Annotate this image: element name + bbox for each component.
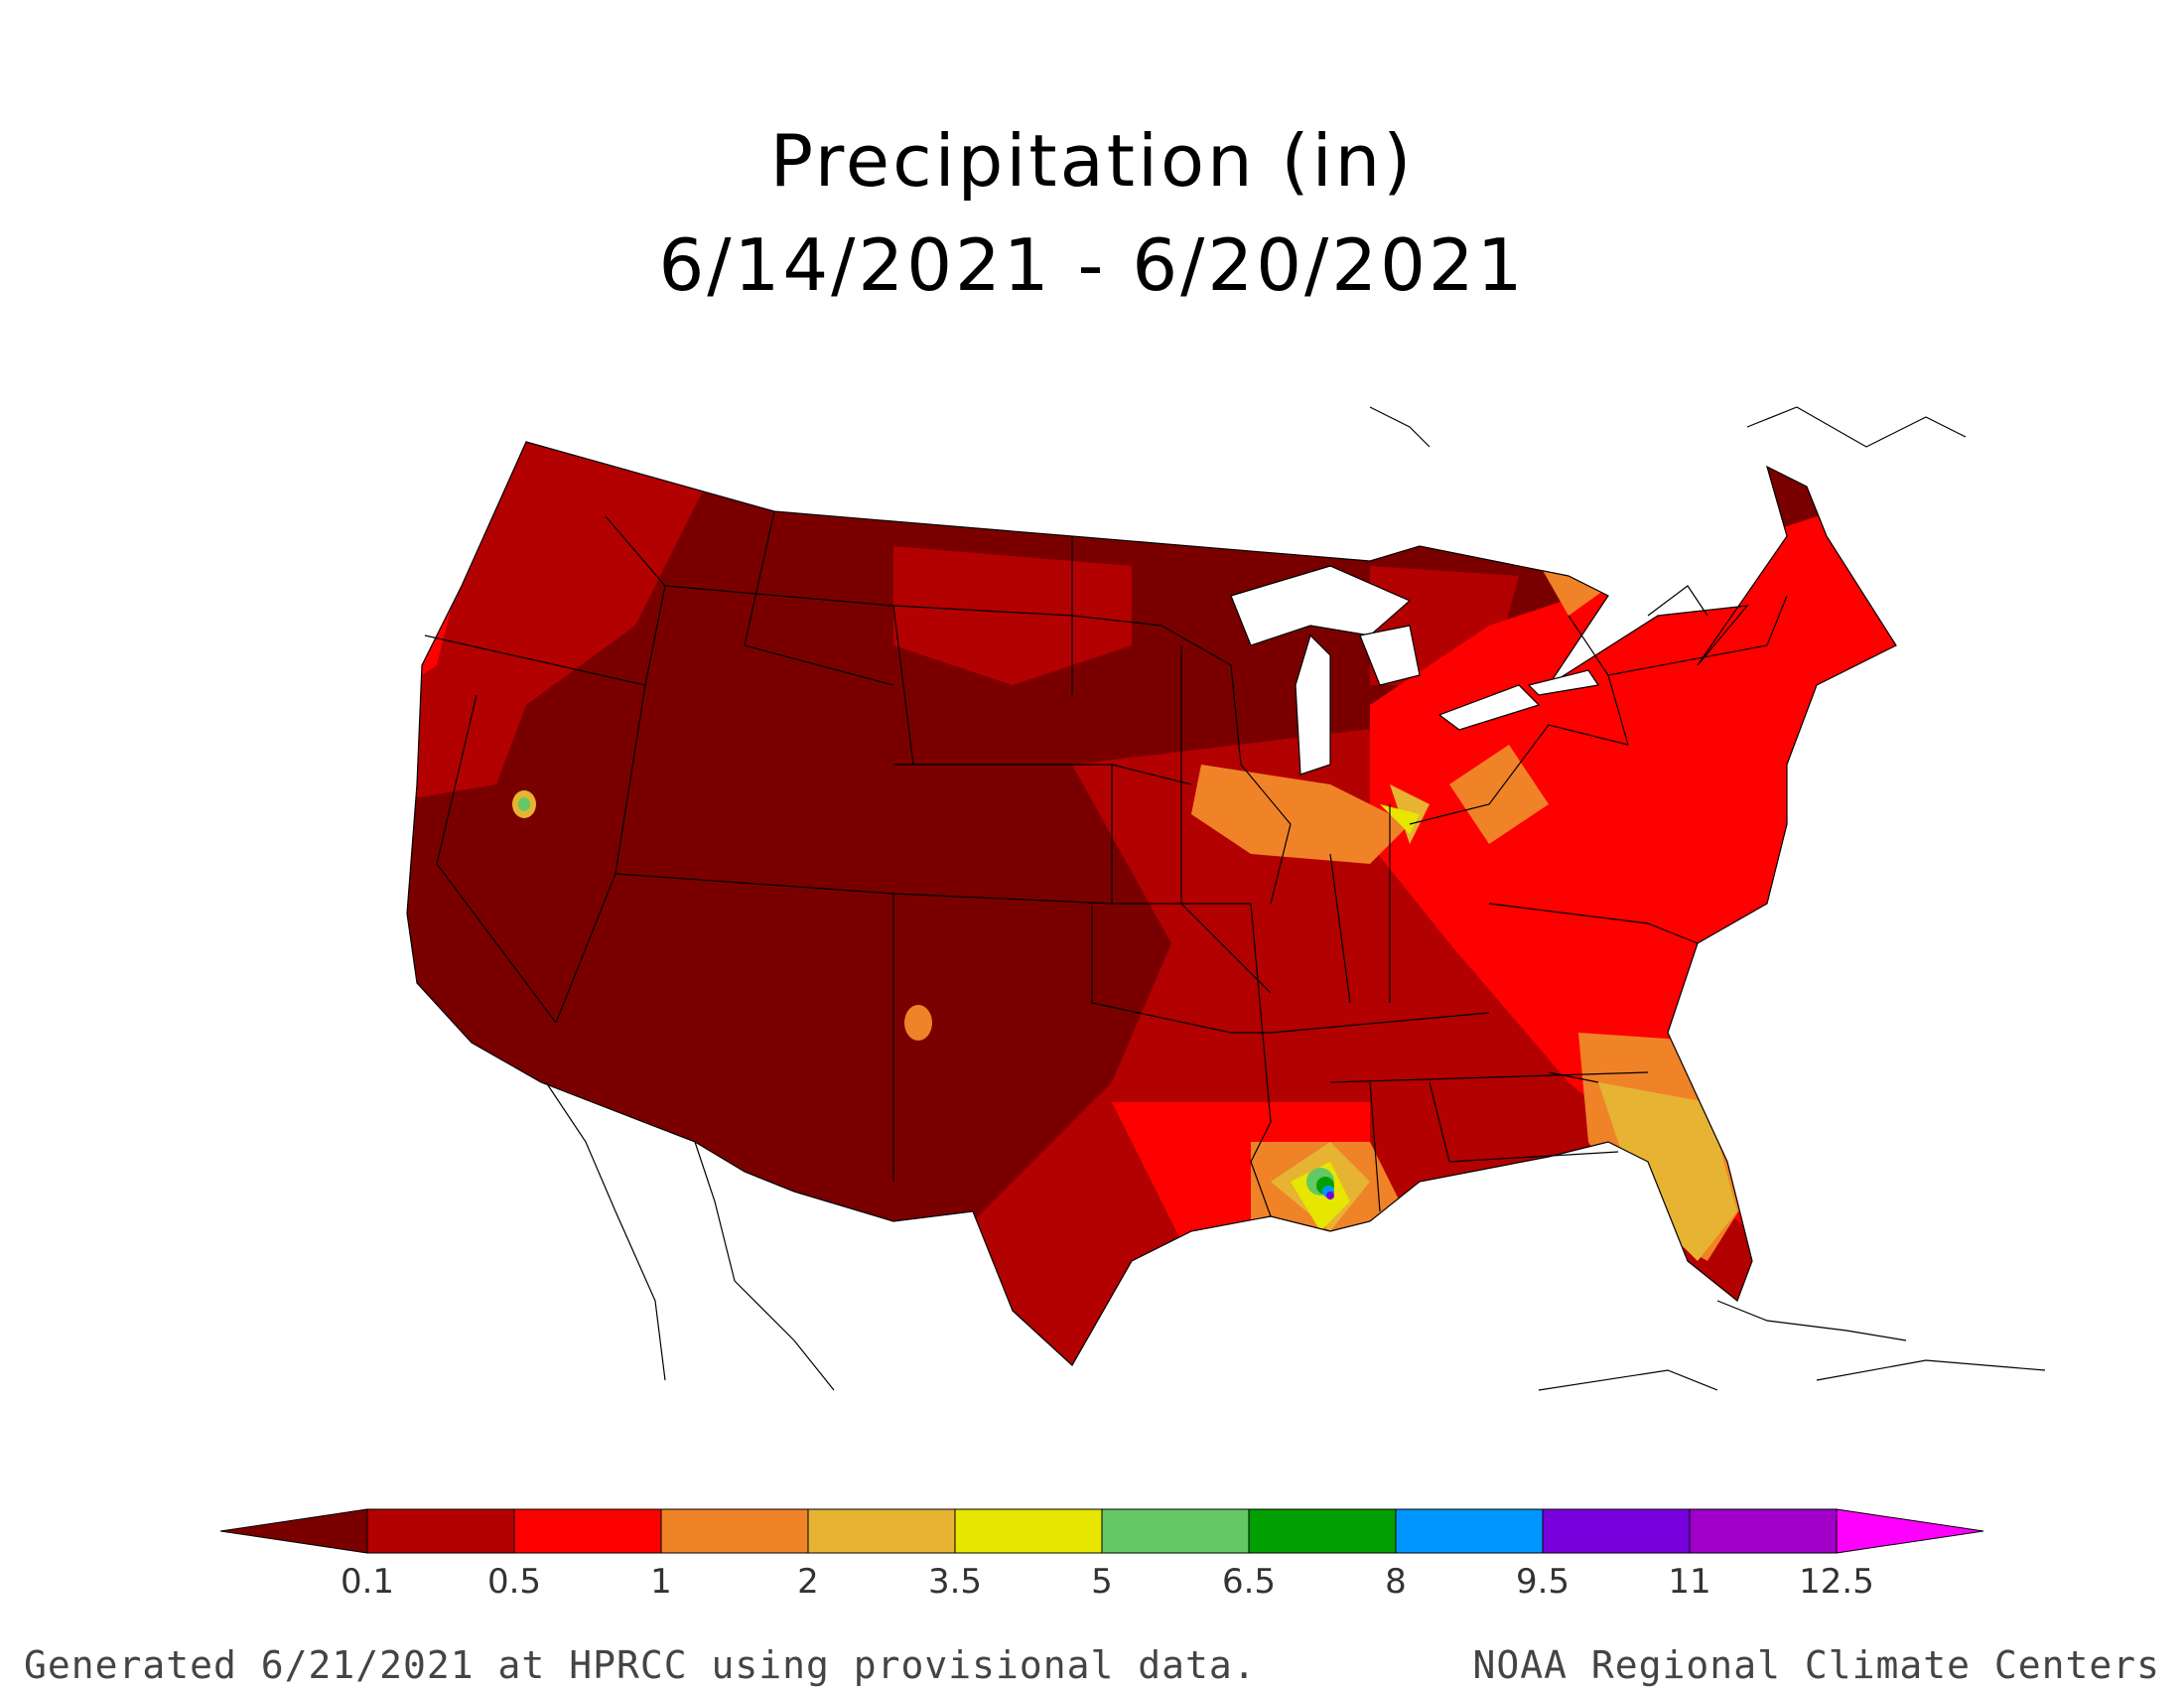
legend-labels: 0.1 0.5 1 2 3.5 5 6.5 8 9.5 11 12.5 <box>341 1562 1874 1602</box>
map-title: Precipitation (in) <box>769 119 1415 203</box>
state-borders <box>406 441 1897 1366</box>
legend-label: 0.1 <box>341 1562 394 1602</box>
legend-swatch <box>1248 1508 1397 1554</box>
source-credit: NOAA Regional Climate Centers <box>1472 1643 2160 1687</box>
legend-swatch <box>1395 1508 1544 1554</box>
legend-swatch <box>513 1508 662 1554</box>
legend-label: 9.5 <box>1516 1562 1570 1602</box>
date-range: 6/14/2021 - 6/20/2021 <box>658 223 1526 307</box>
legend-swatch <box>807 1508 956 1554</box>
legend-label: 0.5 <box>487 1562 541 1602</box>
legend-swatch-above <box>1836 1508 1984 1554</box>
legend-label: 6.5 <box>1222 1562 1276 1602</box>
legend-label: 2 <box>797 1562 819 1602</box>
legend-swatches <box>219 1508 1984 1554</box>
legend-swatch <box>660 1508 809 1554</box>
precip-fill <box>407 442 1896 1365</box>
legend-swatch <box>1689 1508 1838 1554</box>
legend-swatch <box>366 1508 515 1554</box>
legend-swatch <box>1542 1508 1691 1554</box>
legend-swatch <box>1101 1508 1250 1554</box>
legend-swatch-below <box>219 1508 368 1554</box>
legend-label: 5 <box>1091 1562 1113 1602</box>
legend-label: 11 <box>1668 1562 1710 1602</box>
legend-label: 12.5 <box>1799 1562 1874 1602</box>
precipitation-map <box>406 406 2046 1391</box>
legend-label: 8 <box>1385 1562 1407 1602</box>
legend-label: 3.5 <box>928 1562 982 1602</box>
generated-note: Generated 6/21/2021 at HPRCC using provi… <box>24 1643 1257 1687</box>
legend-swatch <box>954 1508 1103 1554</box>
color-legend: 0.1 0.5 1 2 3.5 5 6.5 8 9.5 11 12.5 <box>219 1508 1984 1602</box>
legend-label: 1 <box>650 1562 672 1602</box>
great-lakes <box>1230 565 1600 775</box>
neighbor-coastlines <box>545 406 2046 1391</box>
